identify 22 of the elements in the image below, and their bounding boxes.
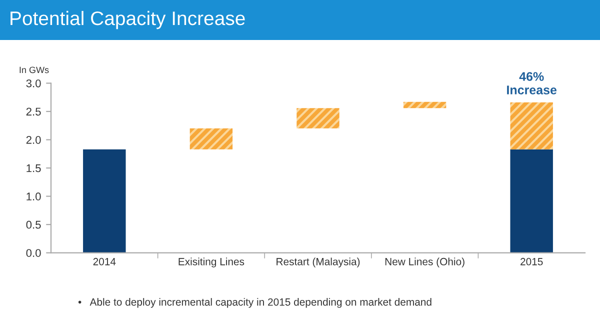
y-tick-label: 2.0 <box>26 136 41 144</box>
y-tick-label: 2.5 <box>26 108 41 116</box>
bar <box>510 149 553 253</box>
y-tick-label: 0.5 <box>26 220 41 229</box>
bar <box>510 102 553 150</box>
chart-title: Potential Capacity Increase <box>10 10 245 30</box>
annotation: 46% Increase <box>507 72 557 94</box>
x-tick-label: Restart (Malaysia) <box>276 258 360 268</box>
y-axis-title: In GWs <box>20 66 49 74</box>
x-tick-label: 2014 <box>93 258 116 266</box>
bar <box>296 108 340 128</box>
x-tick-label: Exisiting Lines <box>178 258 244 268</box>
bar <box>403 102 446 108</box>
bar <box>83 149 126 253</box>
bar <box>190 128 233 150</box>
y-tick-label: 0.0 <box>26 249 41 257</box>
y-tick-label: 3.0 <box>26 79 41 88</box>
x-tick-label: New Lines (Ohio) <box>385 258 464 268</box>
y-tick-label: 1.0 <box>26 192 41 200</box>
x-tick-label: 2015 <box>520 258 543 266</box>
y-tick-label: 1.5 <box>26 164 41 172</box>
text: • Able to deploy incremental capacity in 2015 depending on market demand <box>78 298 432 308</box>
